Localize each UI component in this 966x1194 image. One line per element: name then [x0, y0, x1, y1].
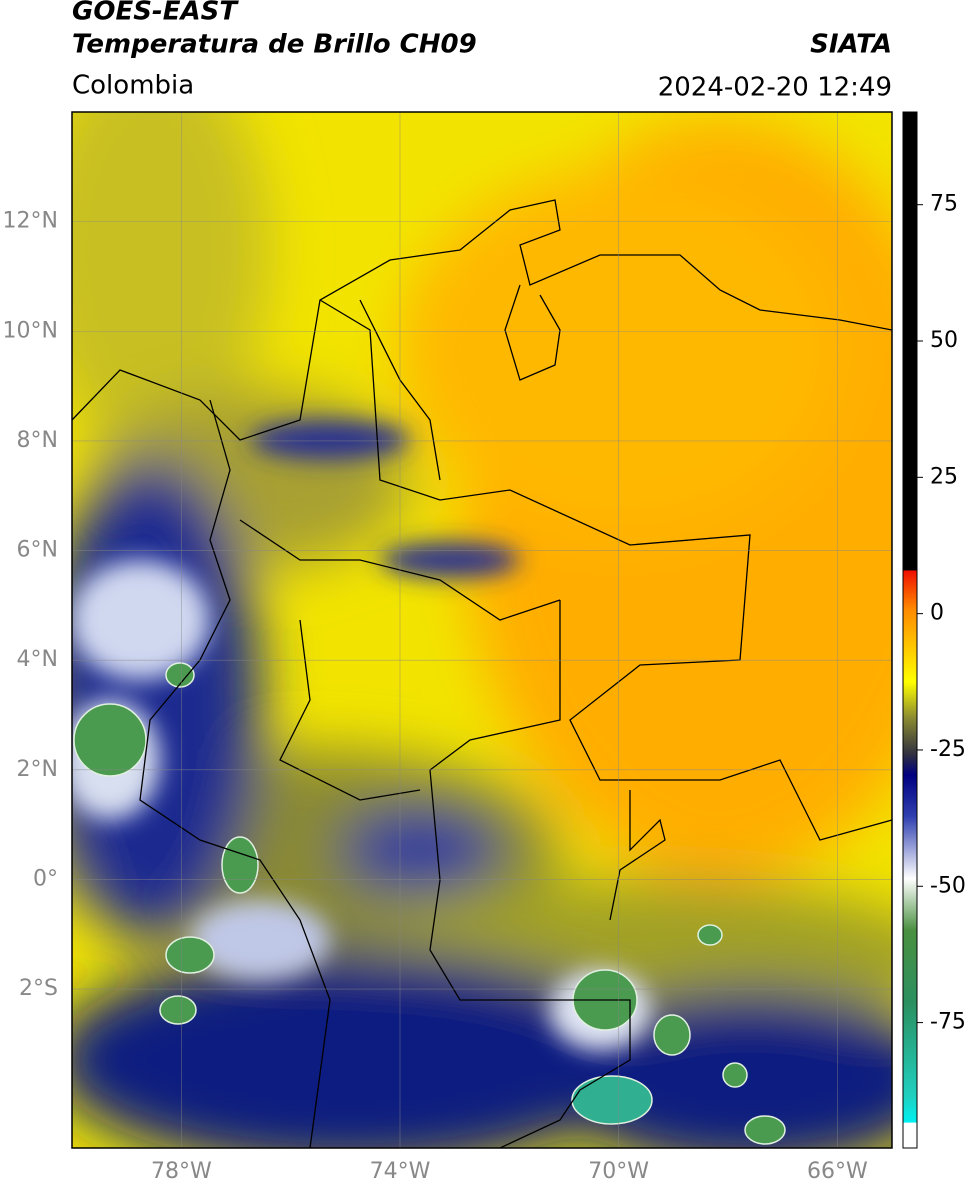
colorbar-tick-label: -25 — [930, 737, 966, 762]
lat-tick-label: 2°N — [17, 757, 58, 782]
lat-tick-label: 2°S — [19, 976, 58, 1001]
title: GOES-EAST — [72, 0, 239, 27]
colorbar-tick-label: 75 — [930, 192, 958, 217]
satellite-image — [72, 112, 892, 1148]
region: Colombia — [72, 71, 194, 101]
colorbar — [902, 111, 918, 1149]
colorbar-tick-label: 0 — [930, 601, 944, 626]
source: SIATA — [810, 30, 892, 60]
lon-tick-label: 74°W — [370, 1159, 431, 1184]
lat-tick-label: 4°N — [17, 647, 58, 672]
colorbar-tick-label: -75 — [930, 1010, 966, 1035]
datetime: 2024-02-20 12:49 — [658, 73, 892, 103]
colorbar-tick-label: 25 — [930, 464, 958, 489]
lon-tick-label: 70°W — [588, 1159, 649, 1184]
lon-tick-label: 66°W — [807, 1159, 868, 1184]
map-frame — [71, 111, 893, 1149]
colorbar-tick-label: -50 — [930, 873, 966, 898]
lat-tick-label: 10°N — [3, 318, 58, 343]
colorbar-tick-label: 50 — [930, 328, 958, 353]
lat-tick-label: 12°N — [3, 209, 58, 234]
subtitle: Temperatura de Brillo CH09 — [72, 30, 477, 60]
lon-tick-label: 78°W — [151, 1159, 212, 1184]
lat-tick-label: 8°N — [17, 428, 58, 453]
lat-tick-label: 0° — [33, 866, 58, 891]
lat-tick-label: 6°N — [17, 538, 58, 563]
